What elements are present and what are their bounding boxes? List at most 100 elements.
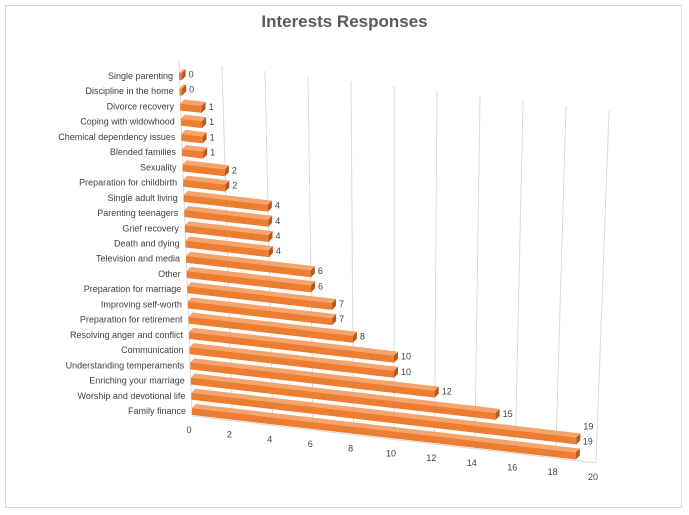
data-label: 19	[583, 437, 593, 447]
bar-top-face	[189, 327, 398, 356]
data-label: 6	[318, 281, 323, 291]
bar-top-face	[179, 69, 186, 74]
category-label: Enriching your marriage	[89, 376, 185, 386]
data-label: 8	[360, 332, 365, 342]
data-label: 4	[275, 201, 280, 211]
bar-end-face	[495, 408, 500, 420]
data-label: 7	[339, 299, 344, 309]
bar	[191, 392, 577, 445]
bar-end-face	[352, 331, 357, 343]
data-label: 4	[276, 231, 281, 241]
bar-top-face	[186, 251, 315, 271]
bar-end-face	[224, 165, 229, 177]
bar-end-face	[202, 117, 207, 129]
bar	[192, 408, 576, 460]
gridline	[555, 105, 567, 459]
data-label: 1	[210, 132, 215, 142]
data-label: 1	[209, 117, 214, 127]
bar	[184, 210, 269, 227]
chart-title: Interests Responses	[261, 12, 428, 31]
bar-end-face	[311, 281, 316, 293]
data-label: 19	[583, 421, 593, 431]
bar	[184, 225, 269, 242]
data-label: 7	[339, 314, 344, 324]
bar	[181, 149, 204, 159]
gridline	[307, 75, 314, 431]
bar-end-face	[225, 180, 230, 192]
gridline	[350, 80, 355, 435]
bar	[189, 331, 394, 363]
category-label: Improving self-worth	[101, 299, 182, 309]
data-label: 2	[232, 165, 237, 175]
bar	[188, 316, 353, 343]
x-tick-label: 20	[588, 472, 598, 482]
bar	[186, 255, 311, 278]
category-label: Single adult living	[108, 193, 178, 203]
category-label: Other	[158, 269, 181, 279]
bar-top-face	[184, 221, 273, 235]
bar	[186, 270, 312, 293]
bar-end-face	[331, 298, 336, 310]
category-label: Blended families	[110, 147, 177, 157]
category-label: Chemical dependency issues	[58, 132, 176, 142]
bar	[179, 88, 183, 96]
x-tick-label: 14	[467, 458, 477, 468]
bar	[180, 103, 202, 113]
category-label: Preparation for childbirth	[79, 178, 177, 188]
bar-top-face	[183, 190, 272, 205]
category-label: Worship and devotional life	[78, 391, 186, 401]
data-label: 15	[503, 409, 513, 419]
bar-top-face	[187, 282, 336, 303]
category-label: Sexuality	[140, 162, 177, 172]
category-label: Resolving anger and conflict	[70, 330, 184, 340]
bar-top-face	[190, 358, 439, 391]
bar-end-face	[310, 266, 315, 278]
category-label: Preparation for marriage	[84, 284, 182, 294]
axis-baseline	[191, 415, 597, 464]
bar-top-face	[183, 175, 230, 185]
gridline	[595, 110, 610, 463]
x-tick-label: 18	[548, 467, 558, 477]
bar	[187, 301, 333, 326]
category-label: Television and media	[96, 254, 180, 264]
bar-top-face	[180, 99, 206, 106]
bar-end-face	[576, 433, 581, 445]
data-label: 6	[318, 266, 323, 276]
x-tick-label: 16	[507, 462, 517, 472]
x-tick-label: 2	[227, 430, 232, 440]
category-label: Discipline in the home	[86, 86, 174, 96]
bar-top-face	[191, 388, 581, 438]
data-label: 1	[210, 148, 215, 158]
bar-end-face	[394, 366, 398, 378]
x-tick-label: 10	[386, 448, 396, 458]
bar-end-face	[202, 132, 207, 144]
data-label: 12	[442, 387, 452, 397]
bar-top-face	[182, 160, 229, 170]
category-label: Grief recovery	[122, 223, 179, 233]
bar-top-face	[180, 114, 207, 122]
category-label: Death and dying	[114, 239, 180, 249]
category-label: Divorce recovery	[107, 101, 175, 111]
bar-end-face	[332, 314, 337, 326]
data-label: 4	[275, 216, 280, 226]
bar-top-face	[188, 312, 357, 336]
bar	[187, 286, 332, 310]
bar-end-face	[394, 351, 398, 363]
data-label: 0	[189, 69, 194, 79]
bar-end-face	[203, 147, 208, 159]
x-tick-label: 6	[308, 439, 313, 449]
data-label: 1	[209, 102, 214, 112]
bar-top-face	[179, 84, 187, 89]
category-label: Family finance	[128, 406, 186, 416]
gridline	[474, 95, 481, 449]
bar-end-face	[575, 448, 580, 460]
bar-top-face	[186, 266, 316, 286]
bar-top-face	[185, 236, 273, 251]
data-label: 0	[189, 85, 194, 95]
data-label: 4	[276, 246, 281, 256]
x-tick-label: 8	[348, 444, 353, 454]
bar	[181, 133, 203, 144]
bar	[183, 179, 226, 192]
category-label: Preparation for retirement	[80, 315, 183, 325]
bar	[189, 347, 394, 378]
